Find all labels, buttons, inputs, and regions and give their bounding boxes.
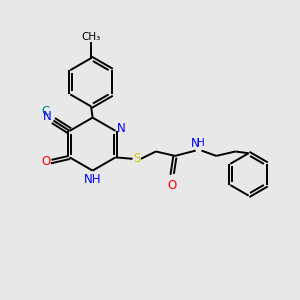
Text: C: C	[42, 105, 50, 118]
Text: O: O	[167, 179, 177, 192]
Text: H: H	[197, 138, 205, 148]
Text: O: O	[42, 155, 51, 168]
Text: N: N	[191, 137, 200, 150]
Text: N: N	[117, 122, 126, 135]
Text: NH: NH	[84, 173, 101, 186]
Text: S: S	[133, 152, 140, 165]
Text: N: N	[43, 110, 51, 123]
Text: CH₃: CH₃	[82, 32, 101, 42]
